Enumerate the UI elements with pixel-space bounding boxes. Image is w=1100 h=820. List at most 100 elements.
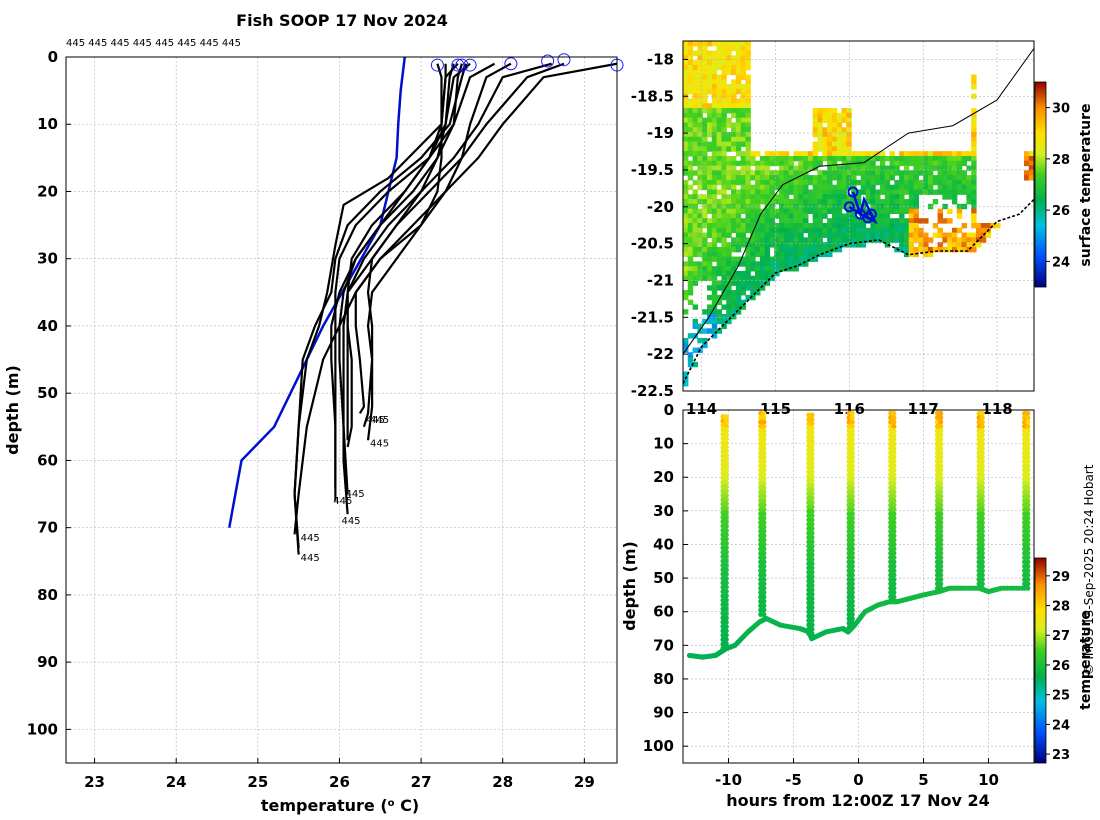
time-depth-xtick-label: 0 bbox=[853, 771, 863, 789]
profile-ytick-label: 10 bbox=[37, 115, 58, 133]
sst-pixel bbox=[726, 51, 731, 56]
sst-pixel bbox=[870, 194, 875, 199]
map-lat-tick-label: -18 bbox=[647, 50, 674, 68]
sst-pixel bbox=[736, 242, 741, 247]
sst-pixel bbox=[712, 237, 717, 242]
sst-pixel bbox=[842, 156, 847, 161]
sst-pixel bbox=[712, 151, 717, 156]
sst-pixel bbox=[784, 237, 789, 242]
sst-pixel bbox=[731, 290, 736, 295]
sst-pixel bbox=[779, 228, 784, 233]
sst-pixel bbox=[707, 55, 712, 60]
sst-pixel bbox=[798, 194, 803, 199]
sst-pixel bbox=[813, 223, 818, 228]
sst-pixel bbox=[870, 228, 875, 233]
sst-pixel bbox=[779, 175, 784, 180]
sst-pixel bbox=[798, 185, 803, 190]
sst-pixel bbox=[938, 209, 943, 214]
sst-pixel bbox=[904, 151, 909, 156]
sst-pixel bbox=[870, 185, 875, 190]
sst-pixel bbox=[745, 161, 750, 166]
sst-pixel bbox=[721, 199, 726, 204]
sst-pixel bbox=[726, 252, 731, 257]
sst-pixel bbox=[693, 118, 698, 123]
sst-pixel bbox=[760, 242, 765, 247]
sst-pixel bbox=[697, 185, 702, 190]
sst-pixel bbox=[707, 233, 712, 238]
sst-pixel bbox=[688, 280, 693, 285]
sst-pixel bbox=[688, 98, 693, 103]
sst-pixel bbox=[721, 55, 726, 60]
sst-pixel bbox=[760, 223, 765, 228]
sst-pixel bbox=[755, 180, 760, 185]
sst-pixel bbox=[760, 237, 765, 242]
sst-pixel bbox=[712, 218, 717, 223]
sst-pixel bbox=[808, 161, 813, 166]
sst-pixel bbox=[707, 79, 712, 84]
time-depth-point bbox=[938, 586, 943, 591]
sst-pixel bbox=[894, 233, 899, 238]
sst-pixel bbox=[947, 209, 952, 214]
sst-pixel bbox=[769, 242, 774, 247]
sst-pixel bbox=[1029, 151, 1034, 156]
sst-pixel bbox=[798, 228, 803, 233]
temperature-colorbar-tick-label: 28 bbox=[1052, 600, 1070, 615]
sst-pixel bbox=[741, 55, 746, 60]
sst-pixel bbox=[697, 228, 702, 233]
sst-pixel bbox=[717, 161, 722, 166]
sst-pixel bbox=[760, 194, 765, 199]
sst-pixel bbox=[760, 175, 765, 180]
sst-pixel bbox=[741, 127, 746, 132]
sst-pixel bbox=[741, 142, 746, 147]
sst-pixel bbox=[842, 213, 847, 218]
sst-pixel bbox=[813, 118, 818, 123]
temperature-profile bbox=[295, 64, 466, 548]
sst-pixel bbox=[702, 242, 707, 247]
sst-pixel bbox=[697, 79, 702, 84]
sst-pixel bbox=[731, 113, 736, 118]
sst-pixel bbox=[923, 156, 928, 161]
sst-pixel bbox=[808, 228, 813, 233]
sst-pixel bbox=[736, 290, 741, 295]
sst-pixel bbox=[914, 180, 919, 185]
sst-pixel bbox=[798, 242, 803, 247]
time-depth-point bbox=[724, 646, 729, 651]
sst-pixel bbox=[741, 261, 746, 266]
sst-pixel bbox=[769, 175, 774, 180]
sst-pixel bbox=[726, 209, 731, 214]
sst-pixel bbox=[731, 79, 736, 84]
sst-pixel bbox=[971, 209, 976, 214]
sst-pixel bbox=[904, 175, 909, 180]
sst-pixel bbox=[808, 175, 813, 180]
sst-pixel bbox=[688, 84, 693, 89]
sst-pixel bbox=[702, 98, 707, 103]
sst-pixel bbox=[966, 233, 971, 238]
sst-pixel bbox=[750, 285, 755, 290]
sst-pixel bbox=[683, 151, 688, 156]
sst-pixel bbox=[769, 218, 774, 223]
sst-pixel bbox=[851, 233, 856, 238]
sst-pixel bbox=[707, 113, 712, 118]
sst-pixel bbox=[981, 237, 986, 242]
temperature-colorbar-tick-label: 24 bbox=[1052, 718, 1070, 733]
sst-pixel bbox=[827, 199, 832, 204]
sst-pixel bbox=[779, 209, 784, 214]
sst-pixel bbox=[789, 209, 794, 214]
sst-pixel bbox=[789, 237, 794, 242]
sst-pixel bbox=[697, 127, 702, 132]
sst-pixel bbox=[827, 142, 832, 147]
sst-pixel bbox=[755, 194, 760, 199]
sst-pixel bbox=[707, 271, 712, 276]
sst-pixel bbox=[914, 156, 919, 161]
sst-pixel bbox=[827, 185, 832, 190]
sst-pixel bbox=[693, 194, 698, 199]
sst-pixel bbox=[933, 233, 938, 238]
sst-pixel bbox=[894, 180, 899, 185]
sst-pixel bbox=[741, 84, 746, 89]
sst-pixel bbox=[702, 75, 707, 80]
sst-pixel bbox=[688, 185, 693, 190]
sst-pixel bbox=[880, 170, 885, 175]
sst-pixel bbox=[765, 189, 770, 194]
sst-pixel bbox=[697, 247, 702, 252]
sst-pixel bbox=[793, 151, 798, 156]
